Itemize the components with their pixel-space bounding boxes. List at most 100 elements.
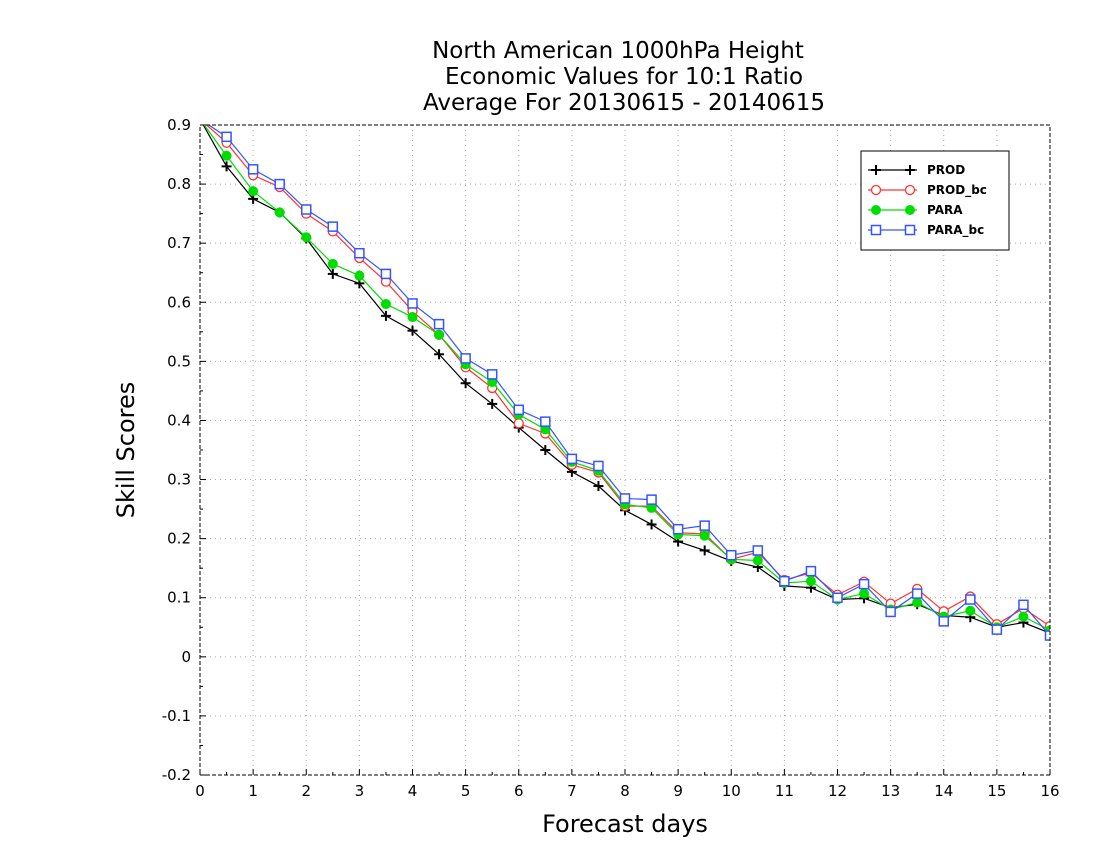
- data-point: [672, 523, 684, 535]
- legend-label: PARA_bc: [927, 223, 984, 238]
- x-tick-label: 14: [934, 782, 953, 800]
- x-tick-label: 11: [775, 782, 794, 800]
- x-axis-title: Forecast days: [542, 810, 708, 838]
- x-tick-label: 7: [567, 782, 577, 800]
- legend-marker: [905, 205, 915, 215]
- data-point: [247, 164, 259, 175]
- data-point: [513, 404, 524, 416]
- data-point: [699, 520, 710, 531]
- legend-marker: [870, 184, 882, 196]
- x-tick-label: 10: [722, 782, 741, 800]
- x-tick-label: 15: [987, 782, 1006, 800]
- x-tick-label: 5: [461, 782, 471, 800]
- y-tick-label: -0.1: [162, 707, 191, 725]
- legend-marker: [871, 165, 881, 175]
- legend-entry-prod: PROD: [868, 163, 965, 177]
- y-tick-label: 0.9: [167, 116, 191, 134]
- data-point: [805, 576, 816, 587]
- data-point: [646, 519, 657, 530]
- legend-marker: [905, 165, 915, 175]
- x-tick-label: 2: [301, 782, 311, 800]
- legend-marker: [904, 184, 916, 196]
- data-point: [380, 268, 392, 280]
- data-point: [221, 161, 232, 172]
- data-point: [991, 624, 1003, 635]
- data-point: [487, 398, 498, 409]
- x-tick-label: 3: [355, 782, 365, 800]
- y-tick-label: 0.8: [167, 175, 191, 193]
- grid-lines: [200, 125, 1050, 775]
- data-point: [221, 150, 232, 161]
- data-point: [513, 418, 524, 429]
- series-para-bc: [207, 125, 1050, 641]
- data-point: [434, 329, 445, 340]
- data-point: [460, 353, 471, 364]
- y-tick-label: 0: [181, 648, 191, 666]
- data-point: [274, 178, 285, 190]
- y-tick-label: 0.7: [167, 234, 191, 252]
- title-line-1: North American 1000hPa Height: [432, 38, 804, 64]
- legend-marker: [904, 224, 916, 236]
- data-point: [699, 545, 710, 556]
- y-axis-title: Skill Scores: [112, 382, 140, 519]
- x-tick-label: 13: [881, 782, 900, 800]
- data-point: [301, 204, 312, 215]
- legend-label: PARA: [927, 203, 963, 217]
- data-point: [1018, 599, 1029, 611]
- x-tick-label: 1: [248, 782, 258, 800]
- data-point: [752, 545, 764, 556]
- data-point: [486, 369, 498, 380]
- legend-label: PROD_bc: [927, 183, 987, 198]
- data-point: [248, 186, 259, 197]
- data-point: [619, 493, 631, 504]
- y-tick-label: 0.1: [167, 589, 191, 607]
- legend-label: PROD: [927, 163, 965, 177]
- data-point: [407, 312, 418, 323]
- legend-entry-para: PARA: [868, 203, 963, 217]
- data-point: [938, 616, 949, 627]
- data-point: [301, 232, 312, 243]
- y-tick-label: 0.5: [167, 352, 191, 370]
- data-point: [433, 318, 445, 330]
- legend-box: [860, 150, 1010, 251]
- data-point: [593, 460, 604, 472]
- x-tick-label: 9: [673, 782, 683, 800]
- data-point: [779, 575, 790, 587]
- y-tick-label: 0.6: [167, 293, 191, 311]
- data-point: [911, 588, 923, 599]
- data-point: [699, 530, 710, 541]
- title-line-3: Average For 20130615 - 20140615: [423, 90, 825, 116]
- data-point: [726, 549, 737, 561]
- data-point: [593, 481, 604, 492]
- legend-marker: [870, 224, 882, 236]
- data-point: [407, 325, 418, 336]
- data-point: [965, 594, 976, 605]
- legend-entry-prod-bc: PROD_bc: [868, 183, 987, 198]
- data-point: [380, 310, 391, 321]
- x-tick-label: 16: [1040, 782, 1059, 800]
- data-point: [540, 445, 551, 455]
- data-point: [566, 453, 578, 465]
- x-tick-label: 8: [620, 782, 630, 800]
- legend-entry-para-bc: PARA_bc: [868, 223, 984, 238]
- data-point: [540, 416, 551, 427]
- data-point: [885, 606, 896, 618]
- data-point: [1018, 611, 1029, 622]
- legend: PROD PROD_bc PARA PARA_bc: [860, 150, 1010, 251]
- x-tick-label: 4: [408, 782, 418, 800]
- data-point: [407, 298, 418, 309]
- data-point: [354, 270, 365, 281]
- y-tick-label: 0.4: [167, 411, 191, 429]
- y-tick-label: 0.3: [167, 471, 191, 489]
- axis-ticks: 0 1 2 3 4 5 6 7 8 9 10 11 12 13 14 15 16-0.2-0.100.10.20…: [162, 116, 1060, 800]
- data-point: [859, 588, 870, 599]
- data-point: [327, 258, 338, 269]
- data-series: [202, 125, 1050, 641]
- data-point: [380, 299, 391, 310]
- legend-marker: [871, 205, 881, 215]
- data-point: [646, 494, 657, 505]
- x-tick-label: 6: [514, 782, 524, 800]
- data-point: [752, 555, 763, 566]
- data-point: [858, 578, 870, 590]
